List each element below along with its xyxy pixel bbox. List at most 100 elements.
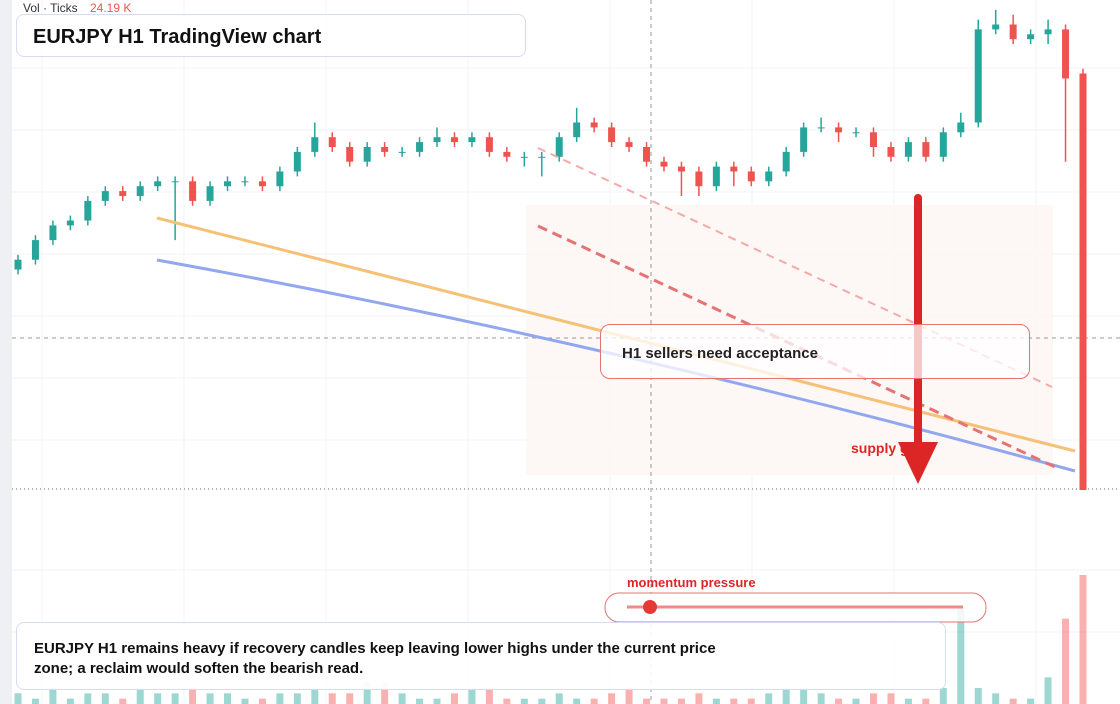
- volume-bar: [101, 693, 109, 704]
- summary: EURJPY H1 remains heavy if recovery cand…: [34, 640, 716, 677]
- volume-bar: [154, 693, 162, 704]
- candle-body: [573, 122, 581, 138]
- volume-bar: [608, 693, 616, 704]
- volume-bar: [258, 698, 266, 704]
- volume-bar: [503, 698, 511, 704]
- volume-bar: [171, 693, 179, 704]
- candle-body: [49, 225, 57, 241]
- volume-bar: [573, 698, 581, 704]
- candle-body: [433, 137, 441, 143]
- candle-body: [1009, 24, 1017, 40]
- volume-bar: [695, 693, 703, 704]
- candle-body: [31, 240, 39, 260]
- candle-body: [450, 137, 458, 143]
- volume-bar: [1027, 698, 1035, 704]
- candle-body: [869, 132, 877, 147]
- candle-body: [835, 127, 843, 133]
- candle-body: [974, 29, 982, 123]
- volume-bar: [800, 688, 808, 704]
- volume-bar: [643, 698, 651, 704]
- candle-body: [887, 147, 895, 157]
- volume-bar: [538, 698, 546, 704]
- summary-box: EURJPY H1 remains heavy if recovery cand…: [16, 622, 946, 690]
- candle-body: [276, 171, 284, 187]
- volume-bar: [224, 693, 232, 704]
- candle-body: [677, 166, 685, 172]
- left-strip: [0, 0, 12, 704]
- candle-body: [381, 147, 389, 152]
- candle-body: [119, 191, 127, 196]
- volume-bar: [957, 608, 965, 704]
- volume-bar: [1044, 677, 1052, 704]
- candle-body: [293, 151, 301, 172]
- arrow-head: [898, 442, 938, 484]
- title-box: EURJPY H1 TradingView chart: [16, 14, 526, 57]
- candle-body: [468, 137, 476, 143]
- candle-body: [730, 166, 738, 172]
- candle-body: [328, 137, 336, 147]
- volume-bar: [84, 693, 92, 704]
- volume-bar: [381, 682, 389, 704]
- candle-body: [712, 166, 720, 187]
- volume-bar: [974, 688, 982, 704]
- candle-body: [1062, 29, 1070, 79]
- volume-layer: [14, 574, 1087, 704]
- slider-label: momentum pressure: [627, 575, 756, 590]
- volume-bar: [276, 693, 284, 704]
- volume-bar: [485, 688, 493, 704]
- volume-bar: [31, 698, 39, 704]
- volume-bar: [206, 693, 214, 704]
- volume-bar: [1079, 574, 1087, 704]
- candle-body: [608, 127, 616, 143]
- candle-body: [66, 220, 74, 226]
- candle-body: [817, 127, 825, 129]
- volume-bar: [189, 688, 197, 704]
- candle-body: [14, 259, 22, 270]
- candle-body: [747, 171, 755, 182]
- volume-bar: [922, 698, 930, 704]
- slider-knob[interactable]: [643, 600, 657, 614]
- candle-body: [852, 132, 860, 134]
- volume-bar: [398, 693, 406, 704]
- volume-bar: [241, 698, 249, 704]
- volume-bar: [468, 688, 476, 704]
- candle-body: [800, 127, 808, 152]
- annotation: H1 sellers need acceptance: [622, 345, 818, 362]
- candle-body: [101, 191, 109, 201]
- candle-body: [939, 132, 947, 157]
- annotation-box: H1 sellers need acceptance: [600, 324, 1030, 379]
- volume-bar: [730, 698, 738, 704]
- volume-bar: [293, 693, 301, 704]
- candle-body: [1027, 34, 1035, 40]
- volume-bar: [363, 682, 371, 704]
- candle-body: [311, 137, 319, 152]
- candle-body: [590, 122, 598, 128]
- volume-bar: [520, 698, 528, 704]
- volume-bar: [904, 698, 912, 704]
- candle-body: [206, 186, 214, 201]
- volume-bar: [590, 698, 598, 704]
- volume-bar: [712, 698, 720, 704]
- candle-body: [398, 151, 406, 153]
- candle-layer: [14, 9, 1087, 490]
- candle-body: [625, 142, 633, 147]
- volume-bar: [939, 688, 947, 704]
- volume-bar: [49, 688, 57, 704]
- volume-bar: [450, 693, 458, 704]
- candle-body: [922, 142, 930, 157]
- volume-name: Vol · Ticks: [23, 1, 78, 15]
- candle-body: [171, 181, 179, 183]
- candle-body: [189, 181, 197, 201]
- candle-body: [485, 137, 493, 152]
- candle-body: [258, 181, 266, 187]
- volume-bar: [747, 698, 755, 704]
- candle-body: [660, 161, 668, 167]
- volume-bar: [66, 698, 74, 704]
- volume-bar: [869, 693, 877, 704]
- volume-bar: [817, 693, 825, 704]
- candle-body: [538, 156, 546, 158]
- volume-bar: [677, 698, 685, 704]
- candle-body: [416, 142, 424, 152]
- volume-bar: [782, 688, 790, 704]
